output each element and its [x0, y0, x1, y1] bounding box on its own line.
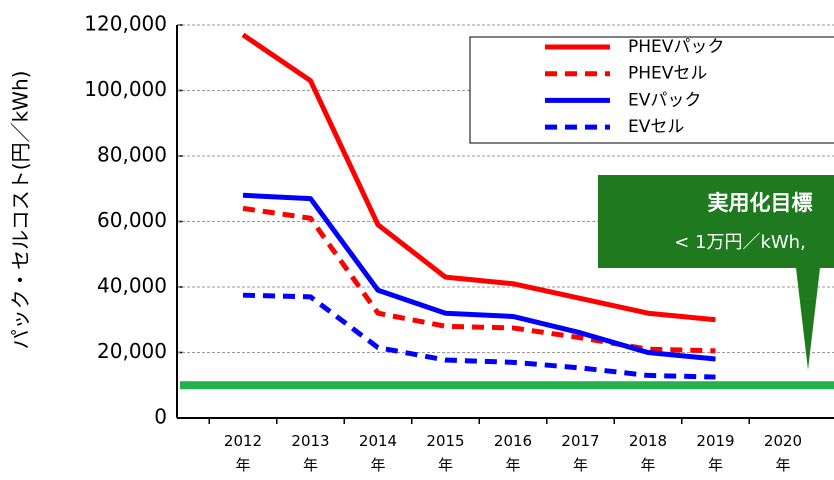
y-tick-label: 120,000: [84, 12, 167, 36]
y-tick-label: 80,000: [97, 143, 167, 167]
target-title: 実用化目標: [708, 191, 813, 215]
x-tick-label: 2015 年: [426, 432, 464, 474]
legend-label: EVパック: [628, 90, 701, 110]
y-tick-label: 0: [154, 405, 167, 429]
y-tick-label: 40,000: [97, 274, 167, 298]
x-tick-label: 2016 年: [494, 432, 532, 474]
series-line: [241, 32, 716, 323]
target-label: < 1万円／kWh,: [674, 232, 806, 253]
x-tick-label: 2014 年: [359, 432, 397, 474]
x-tick-label: 2017 年: [561, 432, 599, 474]
y-tick-label: 20,000: [97, 339, 167, 363]
x-tick-label: 2019 年: [696, 432, 734, 474]
series-line: [242, 292, 716, 380]
legend-label: PHEVセル: [628, 64, 707, 84]
y-axis-title: パック・セルコスト(円／kWh): [9, 71, 33, 350]
legend-label: EVセル: [628, 117, 684, 137]
target-callout: [598, 175, 834, 370]
x-tick-label: 2020 年: [764, 432, 802, 474]
x-tick-label: 2013 年: [291, 432, 329, 474]
x-tick-label: 2018 年: [629, 432, 667, 474]
x-tick-label: 2012 年: [224, 432, 262, 474]
y-tick-label: 60,000: [97, 208, 167, 232]
legend-box: [469, 36, 834, 144]
series-line: [242, 192, 716, 362]
y-tick-label: 100,000: [84, 77, 167, 101]
legend-label: PHEVパック: [628, 37, 724, 57]
